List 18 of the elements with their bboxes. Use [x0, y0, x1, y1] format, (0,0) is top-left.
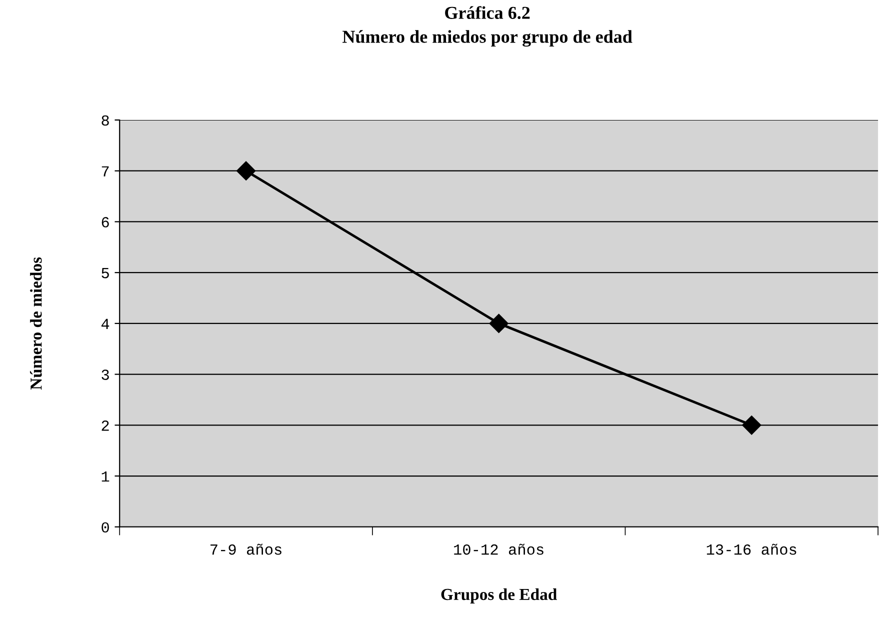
y-tick-label: 3 — [102, 370, 109, 380]
point — [236, 161, 256, 180]
x-tick-label: 7-9 años — [210, 544, 282, 555]
point — [742, 416, 762, 435]
y-tick-label: 8 — [102, 115, 109, 126]
y-tick-label: 2 — [102, 420, 109, 431]
chart-title: Gráfica 6.2 Número de miedos por grupo de edad — [342, 6, 632, 47]
y-tick-label: 6 — [102, 217, 109, 228]
x-axis-title: Grupos de Edad — [441, 588, 557, 604]
point — [489, 314, 508, 333]
y-tick-label: 1 — [102, 471, 110, 482]
x-tick-label: 13-16 años — [706, 544, 796, 555]
y-tick-label: 4 — [101, 318, 110, 329]
y-axis-title: Número de miedos — [30, 257, 42, 390]
y-tick-label: 0 — [102, 522, 109, 533]
x-tick-label: 10-12 años — [454, 544, 544, 555]
y-tick-label: 7 — [102, 166, 109, 176]
y-tick-label: 5 — [102, 268, 109, 278]
